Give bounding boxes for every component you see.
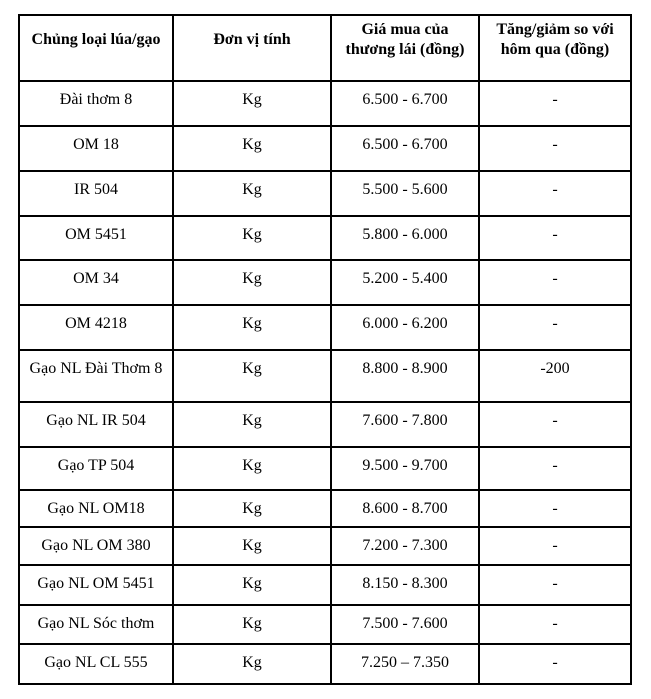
col-header-unit: Đơn vị tính (172, 14, 332, 82)
cell-rice-type: Gạo NL CL 555 (18, 643, 174, 685)
cell-unit: Kg (172, 349, 332, 403)
cell-unit: Kg (172, 215, 332, 261)
cell-rice-type: OM 5451 (18, 215, 174, 261)
col-header-change: Tăng/giảm so với hôm qua (đồng) (478, 14, 632, 82)
cell-rice-type: Gạo NL IR 504 (18, 401, 174, 448)
table-row: OM 4218 Kg 6.000 - 6.200 - (18, 304, 632, 351)
cell-unit: Kg (172, 526, 332, 566)
table-row: Gạo NL OM18 Kg 8.600 - 8.700 - (18, 489, 632, 528)
cell-price: 7.200 - 7.300 (330, 526, 480, 566)
cell-price: 8.800 - 8.900 (330, 349, 480, 403)
table-row: OM 18 Kg 6.500 - 6.700 - (18, 125, 632, 172)
cell-unit: Kg (172, 170, 332, 217)
table-row: Gạo NL IR 504 Kg 7.600 - 7.800 - (18, 401, 632, 448)
cell-unit: Kg (172, 643, 332, 685)
cell-price: 9.500 - 9.700 (330, 446, 480, 491)
table-row: Gạo NL OM 380 Kg 7.200 - 7.300 - (18, 526, 632, 566)
cell-price: 7.600 - 7.800 (330, 401, 480, 448)
table-row: Đài thơm 8 Kg 6.500 - 6.700 - (18, 80, 632, 127)
cell-change: - (478, 604, 632, 645)
table-header-row: Chủng loại lúa/gạo Đơn vị tính Giá mua c… (18, 14, 632, 82)
col-header-trader-price: Giá mua của thương lái (đồng) (330, 14, 480, 82)
cell-unit: Kg (172, 446, 332, 491)
cell-rice-type: Gạo TP 504 (18, 446, 174, 491)
cell-unit: Kg (172, 125, 332, 172)
cell-unit: Kg (172, 604, 332, 645)
cell-change: - (478, 643, 632, 685)
table-row: Gạo NL CL 555 Kg 7.250 – 7.350 - (18, 643, 632, 685)
cell-rice-type: Gạo NL Đài Thơm 8 (18, 349, 174, 403)
cell-price: 5.500 - 5.600 (330, 170, 480, 217)
cell-change: - (478, 125, 632, 172)
cell-change: - (478, 259, 632, 306)
table-row: OM 34 Kg 5.200 - 5.400 - (18, 259, 632, 306)
cell-price: 6.000 - 6.200 (330, 304, 480, 351)
cell-change: - (478, 215, 632, 261)
table-row: Gạo NL Sóc thơm Kg 7.500 - 7.600 - (18, 604, 632, 645)
cell-change: - (478, 526, 632, 566)
cell-change: - (478, 80, 632, 127)
cell-change: - (478, 446, 632, 491)
cell-unit: Kg (172, 564, 332, 606)
cell-change: - (478, 489, 632, 528)
cell-rice-type: OM 18 (18, 125, 174, 172)
table-row: Gạo NL OM 5451 Kg 8.150 - 8.300 - (18, 564, 632, 606)
rice-price-table: Chủng loại lúa/gạo Đơn vị tính Giá mua c… (18, 14, 632, 685)
cell-unit: Kg (172, 401, 332, 448)
cell-price: 6.500 - 6.700 (330, 125, 480, 172)
cell-rice-type: Gạo NL OM18 (18, 489, 174, 528)
cell-rice-type: Đài thơm 8 (18, 80, 174, 127)
table-row: OM 5451 Kg 5.800 - 6.000 - (18, 215, 632, 261)
table-row: Gạo TP 504 Kg 9.500 - 9.700 - (18, 446, 632, 491)
cell-price: 6.500 - 6.700 (330, 80, 480, 127)
col-header-rice-type: Chủng loại lúa/gạo (18, 14, 174, 82)
cell-change: -200 (478, 349, 632, 403)
cell-price: 7.500 - 7.600 (330, 604, 480, 645)
cell-unit: Kg (172, 80, 332, 127)
cell-rice-type: OM 4218 (18, 304, 174, 351)
cell-rice-type: Gạo NL OM 5451 (18, 564, 174, 606)
cell-change: - (478, 564, 632, 606)
cell-rice-type: OM 34 (18, 259, 174, 306)
cell-price: 8.150 - 8.300 (330, 564, 480, 606)
cell-price: 5.200 - 5.400 (330, 259, 480, 306)
cell-price: 5.800 - 6.000 (330, 215, 480, 261)
cell-change: - (478, 170, 632, 217)
table-row: Gạo NL Đài Thơm 8 Kg 8.800 - 8.900 -200 (18, 349, 632, 403)
cell-change: - (478, 304, 632, 351)
cell-rice-type: Gạo NL Sóc thơm (18, 604, 174, 645)
cell-change: - (478, 401, 632, 448)
cell-unit: Kg (172, 304, 332, 351)
cell-unit: Kg (172, 259, 332, 306)
cell-unit: Kg (172, 489, 332, 528)
cell-price: 7.250 – 7.350 (330, 643, 480, 685)
cell-price: 8.600 - 8.700 (330, 489, 480, 528)
cell-rice-type: Gạo NL OM 380 (18, 526, 174, 566)
cell-rice-type: IR 504 (18, 170, 174, 217)
table-row: IR 504 Kg 5.500 - 5.600 - (18, 170, 632, 217)
